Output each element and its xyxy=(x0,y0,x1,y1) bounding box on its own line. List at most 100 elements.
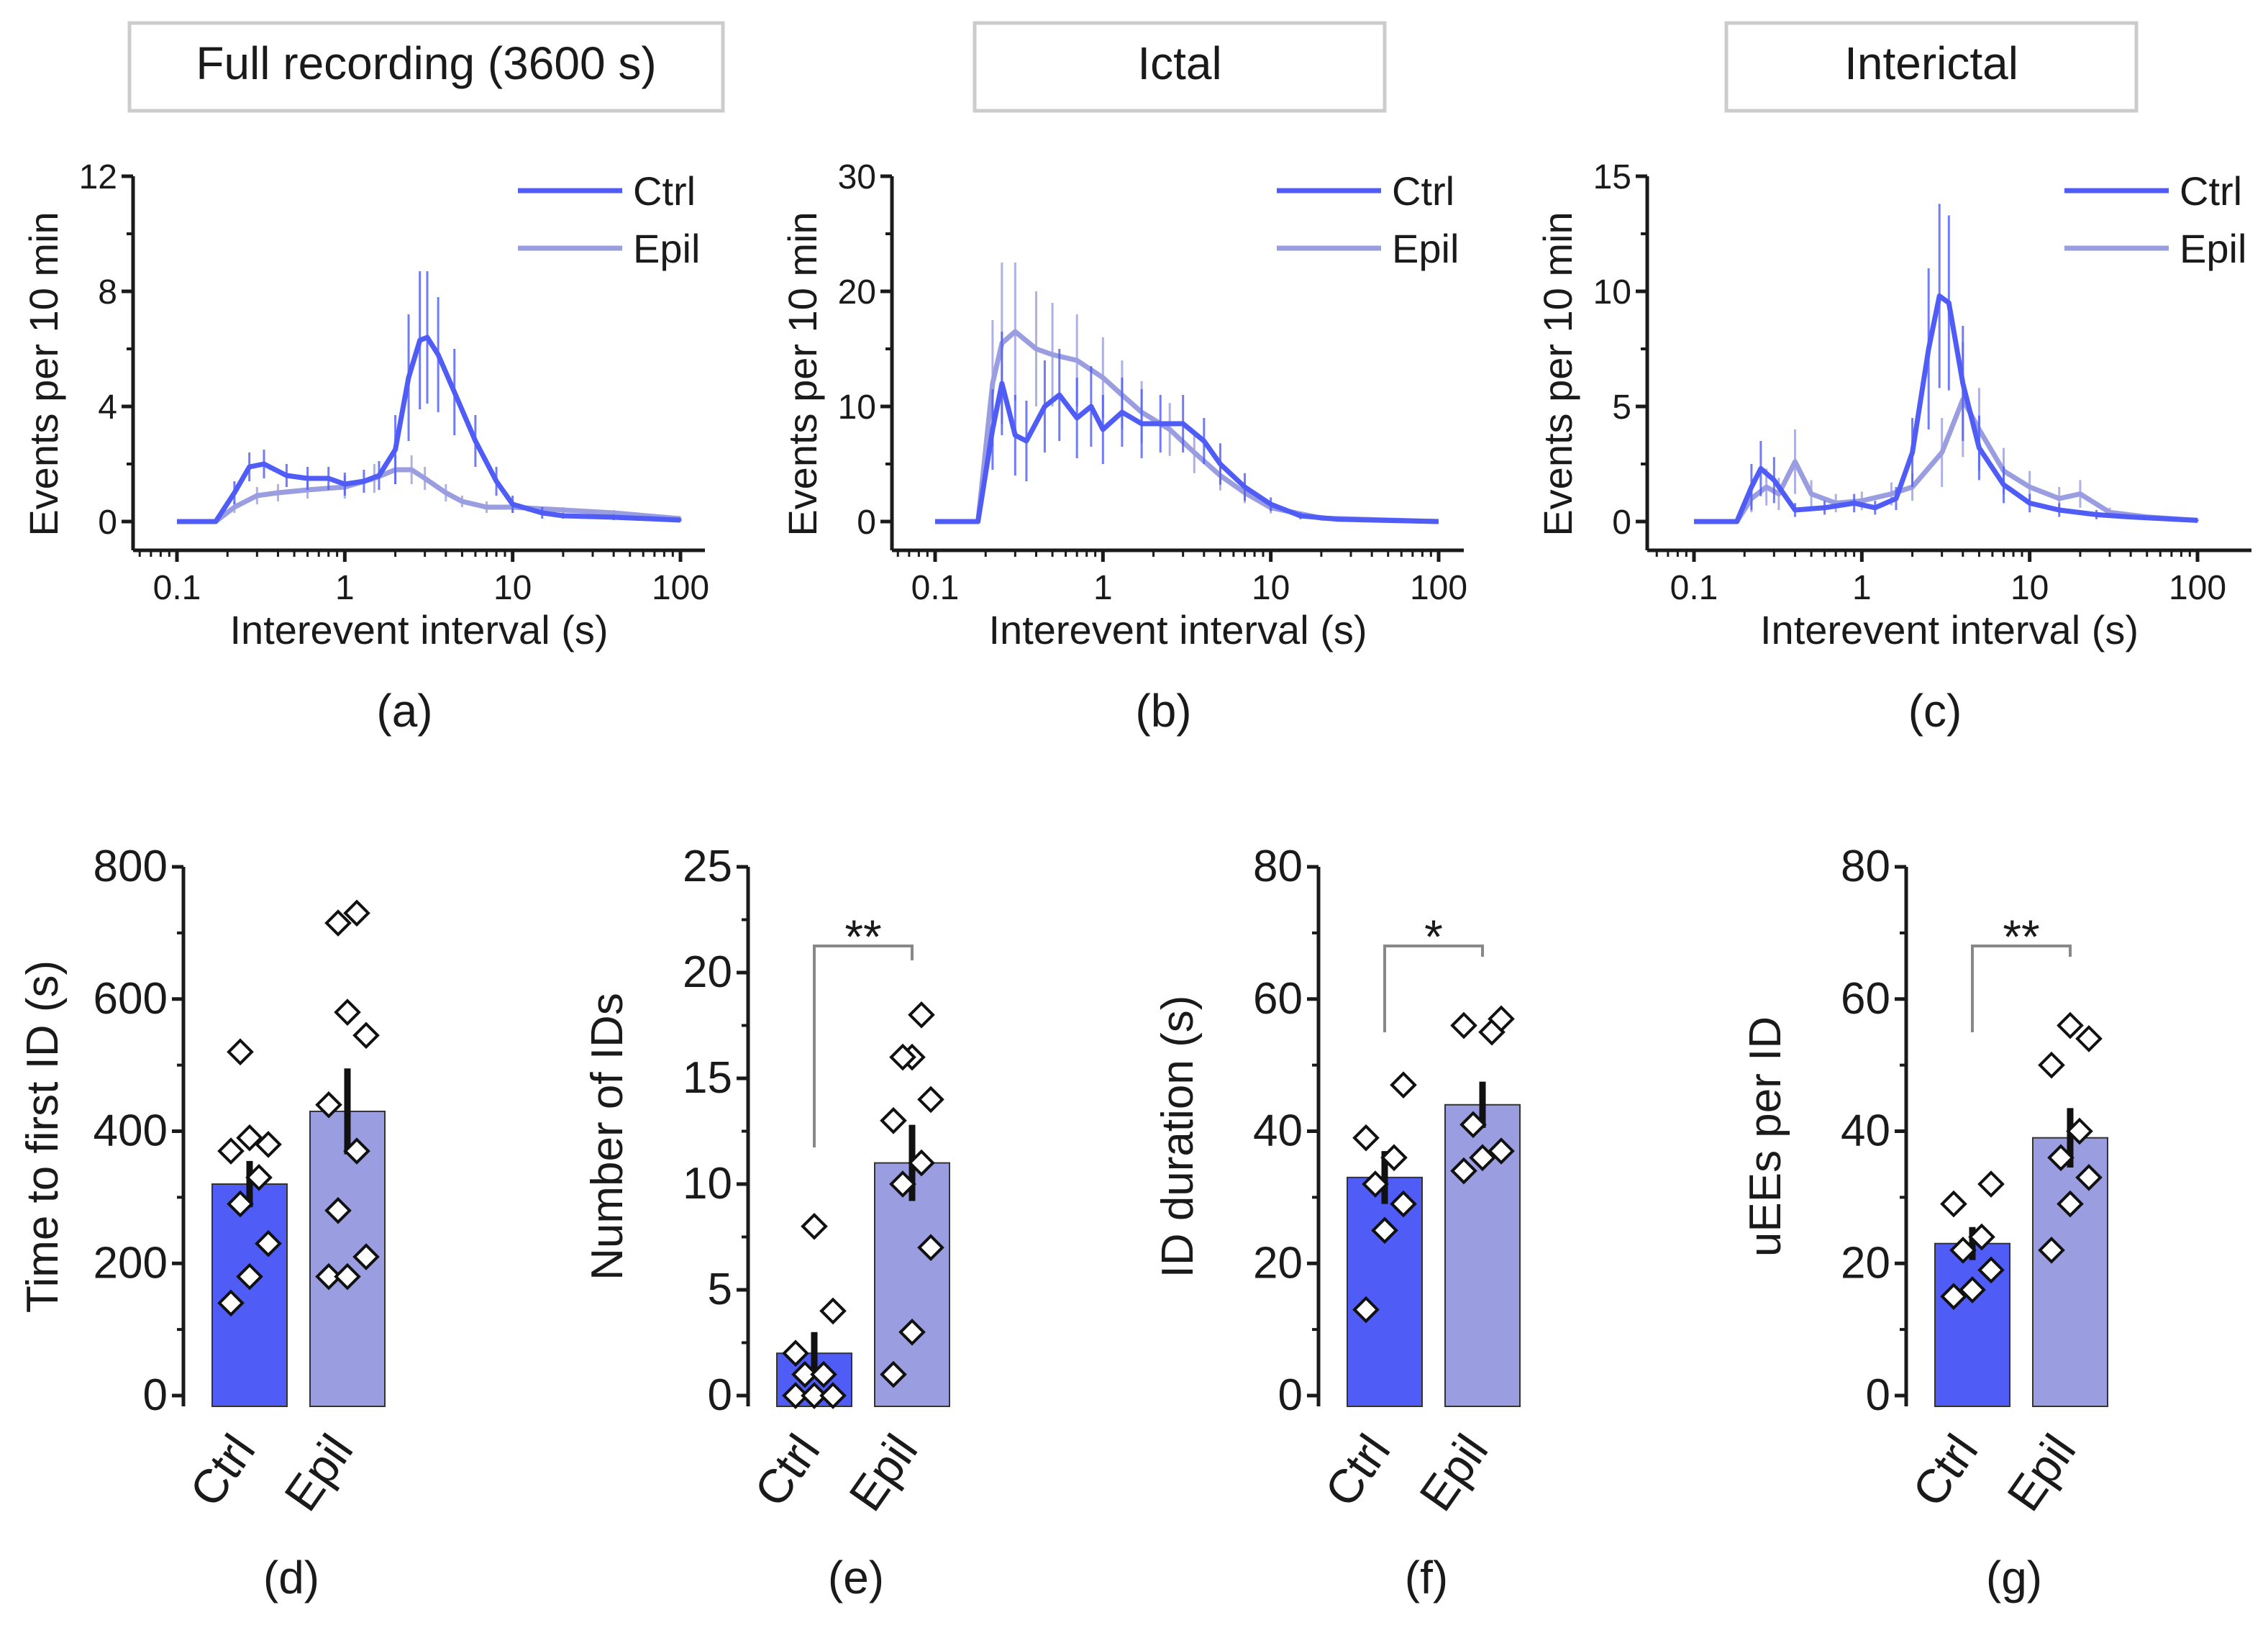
x-tick-label: 0.1 xyxy=(153,569,201,607)
y-tick-label: 0 xyxy=(857,504,876,542)
data-point xyxy=(255,1229,282,1257)
y-tick-label: 0 xyxy=(1866,1370,1890,1420)
data-point xyxy=(2047,1144,2075,1172)
y-axis-label: uEEs per ID xyxy=(1741,1016,1790,1257)
legend-label-ctrl: Ctrl xyxy=(1392,168,1454,214)
data-point xyxy=(819,1297,847,1325)
data-point xyxy=(1352,1296,1380,1324)
y-tick-label: 20 xyxy=(838,273,876,311)
legend-label-epil: Epil xyxy=(2180,226,2246,271)
x-tick-label: 10 xyxy=(2010,569,2049,607)
y-axis-label: Events per 10 min xyxy=(780,211,825,536)
data-point xyxy=(1959,1276,1986,1303)
panel-title: Ictal xyxy=(1137,37,1221,89)
y-axis-label: Number of IDs xyxy=(583,993,632,1280)
data-point xyxy=(782,1382,809,1409)
panel-caption: (f) xyxy=(1405,1552,1448,1603)
data-point xyxy=(227,1038,254,1066)
data-point xyxy=(315,1262,342,1291)
series-line-epil xyxy=(935,329,1439,524)
data-point xyxy=(255,1131,282,1158)
y-tick-label: 20 xyxy=(683,947,732,997)
data-point xyxy=(908,1149,935,1177)
category-label-ctrl: Ctrl xyxy=(179,1425,265,1516)
x-axis-label: Interevent interval (s) xyxy=(1760,607,2139,652)
data-point xyxy=(917,1086,944,1114)
y-tick-label: 12 xyxy=(79,158,117,196)
x-axis-label: Interevent interval (s) xyxy=(230,607,609,652)
data-point xyxy=(1450,1157,1477,1185)
x-tick-label: 1 xyxy=(1852,569,1872,607)
y-tick-label: 20 xyxy=(1841,1238,1890,1288)
y-axis-label: ID duration (s) xyxy=(1153,996,1203,1278)
y-tick-label: 40 xyxy=(1253,1106,1303,1156)
data-point xyxy=(889,1043,916,1071)
data-point xyxy=(1488,1137,1515,1165)
data-point xyxy=(1977,1256,2005,1284)
series-line-ctrl xyxy=(177,335,681,524)
data-point xyxy=(1390,1071,1417,1099)
series-line-epil xyxy=(177,467,681,524)
data-point xyxy=(782,1339,809,1368)
y-tick-label: 5 xyxy=(708,1265,732,1314)
y-tick-label: 10 xyxy=(838,388,876,427)
data-point xyxy=(352,1243,380,1270)
significance-bracket xyxy=(1383,945,1484,1032)
category-label-epil: Epil xyxy=(839,1425,928,1521)
data-point xyxy=(1949,1237,1977,1264)
data-point xyxy=(1380,1144,1408,1172)
y-tick-label: 80 xyxy=(1253,842,1303,891)
y-tick-label: 15 xyxy=(683,1053,732,1103)
data-point xyxy=(791,1360,819,1388)
legend-label-ctrl: Ctrl xyxy=(2180,168,2242,214)
data-point xyxy=(1488,1005,1515,1033)
y-tick-label: 30 xyxy=(838,158,876,196)
x-tick-label: 100 xyxy=(1410,569,1467,607)
data-point xyxy=(217,1137,245,1165)
bar-ctrl xyxy=(1347,1176,1423,1407)
y-tick-label: 0 xyxy=(708,1370,732,1420)
panel-title: Full recording (3600 s) xyxy=(196,37,656,89)
x-tick-label: 10 xyxy=(1252,569,1290,607)
significance-marker: ** xyxy=(2003,910,2039,963)
panel-caption: (g) xyxy=(1986,1552,2042,1603)
data-point xyxy=(1977,1170,2005,1198)
y-tick-label: 25 xyxy=(683,842,732,891)
significance-bracket xyxy=(1971,945,2072,1032)
data-point xyxy=(1362,1170,1389,1198)
bar-epil xyxy=(874,1162,950,1407)
bar-ctrl xyxy=(211,1183,288,1407)
y-tick-label: 60 xyxy=(1253,974,1303,1024)
y-tick-label: 5 xyxy=(1612,388,1631,427)
y-tick-label: 200 xyxy=(94,1238,168,1288)
y-tick-label: 40 xyxy=(1841,1106,1890,1156)
legend-label-epil: Epil xyxy=(633,226,700,271)
panel-title: Interictal xyxy=(1844,37,2018,89)
data-point xyxy=(801,1212,828,1240)
y-tick-label: 400 xyxy=(94,1106,168,1156)
series-line-ctrl xyxy=(1694,293,2198,524)
category-label-ctrl: Ctrl xyxy=(744,1425,829,1516)
data-point xyxy=(2066,1117,2093,1145)
data-point xyxy=(343,1137,370,1165)
data-point xyxy=(1371,1216,1398,1245)
y-tick-label: 8 xyxy=(98,273,117,311)
y-tick-label: 60 xyxy=(1841,974,1890,1024)
data-point xyxy=(880,1360,907,1388)
y-tick-label: 80 xyxy=(1841,842,1890,891)
category-label-epil: Epil xyxy=(1409,1425,1498,1521)
data-point xyxy=(2057,1190,2084,1218)
x-axis-label: Interevent interval (s) xyxy=(989,607,1367,652)
data-point xyxy=(324,909,352,937)
data-point xyxy=(889,1170,916,1198)
panel-caption: (e) xyxy=(828,1552,884,1603)
data-point xyxy=(1459,1111,1487,1139)
data-point xyxy=(334,1262,361,1291)
data-point xyxy=(1940,1283,1967,1311)
data-point xyxy=(1968,1223,1995,1251)
y-axis-label: Events per 10 min xyxy=(21,211,66,536)
data-point xyxy=(217,1289,245,1317)
data-point xyxy=(880,1106,907,1134)
panel-caption: (c) xyxy=(1908,685,1962,737)
